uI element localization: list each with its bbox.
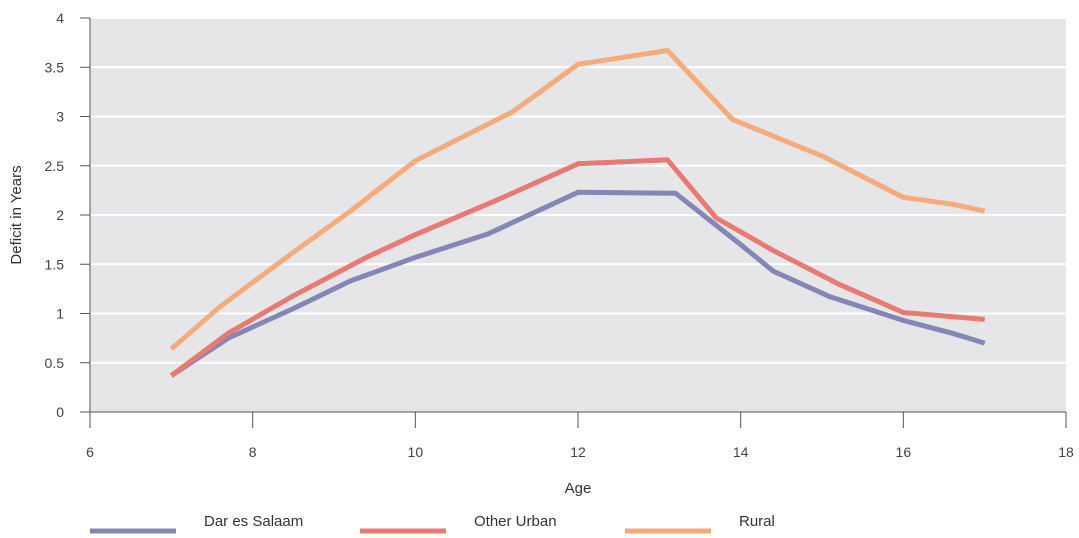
x-tick-label: 6 bbox=[86, 444, 94, 460]
series-lines bbox=[169, 48, 986, 378]
x-tick-label: 10 bbox=[408, 444, 424, 460]
x-tick-label: 8 bbox=[249, 444, 257, 460]
y-tick-label: 1.5 bbox=[45, 256, 65, 272]
x-tick-label: 14 bbox=[733, 444, 749, 460]
y-axis-ticks: 0 0.5 1 1.5 2 2.5 3 3.5 4 bbox=[45, 10, 90, 420]
legend-label-1: Dar es Salaam bbox=[204, 513, 303, 530]
series-line-2 bbox=[169, 157, 985, 378]
series-line-1 bbox=[169, 189, 986, 378]
legend-label-2: Other Urban bbox=[474, 513, 557, 530]
grid-lines bbox=[90, 17, 1066, 364]
legend-label-3: Rural bbox=[739, 513, 775, 530]
x-axis-title: Age bbox=[565, 480, 592, 497]
y-tick-label: 0.5 bbox=[45, 355, 65, 371]
x-tick-label: 12 bbox=[570, 444, 586, 460]
x-tick-label: 18 bbox=[1058, 444, 1074, 460]
y-tick-label: 0 bbox=[56, 404, 64, 420]
y-tick-label: 4 bbox=[56, 10, 64, 26]
series-line-3 bbox=[169, 48, 986, 351]
y-tick-label: 3.5 bbox=[45, 59, 65, 75]
y-axis-title: Deficit in Years bbox=[8, 165, 25, 264]
x-axis-ticks: 6 8 10 12 14 16 18 bbox=[86, 412, 1074, 460]
legend: Dar es Salaam Other Urban Rural bbox=[90, 513, 775, 534]
y-tick-label: 2.5 bbox=[45, 158, 65, 174]
y-tick-label: 1 bbox=[56, 306, 64, 322]
y-tick-label: 3 bbox=[56, 109, 64, 125]
y-tick-label: 2 bbox=[56, 207, 64, 223]
x-tick-label: 16 bbox=[896, 444, 912, 460]
